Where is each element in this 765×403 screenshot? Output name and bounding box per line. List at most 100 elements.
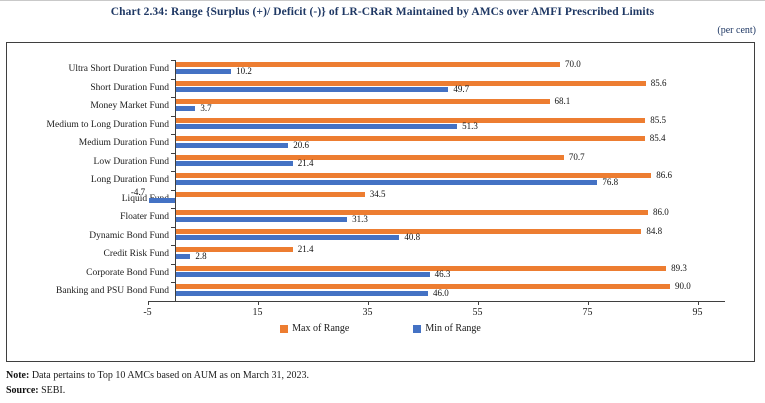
category-label: Low Duration Fund <box>93 156 169 167</box>
value-label: 85.6 <box>650 77 667 88</box>
y-axis-tick <box>171 60 175 61</box>
max-range-bar <box>175 99 550 105</box>
max-range-bar <box>175 117 646 123</box>
min-range-bar <box>175 179 598 185</box>
chart-legend: Max of Range Min of Range <box>7 323 754 334</box>
y-axis-tick <box>171 97 175 98</box>
value-label: 2.8 <box>195 250 207 261</box>
value-label: 76.8 <box>602 176 619 187</box>
chart-title: Chart 2.34: Range {Surplus (+)/ Deficit … <box>110 6 655 18</box>
x-axis-tick-label: 95 <box>692 306 703 318</box>
max-range-bar <box>175 284 670 290</box>
chart-plot: Ultra Short Duration Fund 70.0 10.2 Short D… <box>7 43 754 361</box>
chart-box: Ultra Short Duration Fund 70.0 10.2 Short D… <box>6 42 755 362</box>
category-label: Medium to Long Duration Fund <box>46 119 169 130</box>
max-range-bar <box>175 80 646 86</box>
value-label: 84.8 <box>646 225 663 236</box>
legend-item-min-of-range: Min of Range <box>413 323 481 334</box>
category-label: Medium Duration Fund <box>78 138 169 148</box>
value-label: 51.3 <box>462 121 478 132</box>
x-axis-tick-label: 35 <box>362 306 373 318</box>
value-label: 21.4 <box>297 244 314 255</box>
value-label: 70.0 <box>565 59 581 70</box>
value-label: 86.0 <box>653 207 669 218</box>
value-label: 20.6 <box>293 139 310 150</box>
y-axis-tick <box>171 263 175 265</box>
min-range-bar <box>175 161 293 167</box>
min-range-bar <box>175 235 400 241</box>
min-range-bar <box>175 87 449 93</box>
note-text: Data pertains to Top 10 AMCs based on AU… <box>29 370 309 381</box>
value-label: 89.3 <box>671 262 687 273</box>
x-axis-tick-label: -5 <box>143 306 152 318</box>
value-label: 70.7 <box>568 151 585 162</box>
min-range-bar <box>175 216 348 222</box>
category-label: Corporate Bond Fund <box>86 267 169 278</box>
category-label: Floater Fund <box>120 212 169 222</box>
min-range-bar <box>175 142 289 148</box>
category-label: Ultra Short Duration Fund <box>68 64 169 74</box>
x-axis-tick <box>257 300 259 305</box>
x-axis-tick-label: 55 <box>472 306 483 318</box>
x-axis-tick <box>587 300 589 305</box>
legend-label: Max of Range <box>292 323 350 334</box>
legend-swatch-icon <box>280 324 289 333</box>
category-label: Liquid Fund <box>121 193 169 204</box>
value-label: 68.1 <box>554 96 571 107</box>
x-axis-line <box>147 300 725 302</box>
value-label: 21.4 <box>297 158 314 169</box>
category-label: Short Duration Fund <box>90 82 169 93</box>
category-label: Dynamic Bond Fund <box>89 230 169 241</box>
min-range-bar <box>175 105 196 111</box>
y-axis-tick <box>171 152 175 154</box>
x-axis-tick <box>367 300 369 305</box>
value-label: -4.7 <box>130 187 146 198</box>
min-range-bar <box>175 253 191 259</box>
x-axis-tick-label: 15 <box>252 306 263 318</box>
value-label: 3.7 <box>200 102 212 113</box>
y-axis-line <box>175 60 176 301</box>
chart-note: Note: Data pertains to Top 10 AMCs based… <box>6 368 309 383</box>
legend-swatch-icon <box>413 324 422 333</box>
unit-label: (per cent) <box>717 25 756 36</box>
y-axis-tick <box>171 115 175 117</box>
value-label: 85.4 <box>649 133 666 144</box>
value-label: 46.3 <box>434 269 451 280</box>
legend-label: Min of Range <box>425 323 481 334</box>
y-axis-tick <box>171 282 175 283</box>
y-axis-tick <box>171 171 175 172</box>
y-axis-tick <box>171 226 175 228</box>
min-range-bar <box>175 290 428 296</box>
value-label: 85.5 <box>650 114 666 125</box>
max-range-bar <box>175 210 648 216</box>
x-axis-tick <box>147 300 149 305</box>
min-range-bar <box>149 198 175 204</box>
note-label: Note: <box>6 370 30 381</box>
category-label: Banking and PSU Bond Fund <box>56 286 169 296</box>
y-axis-tick <box>171 189 175 191</box>
value-label: 10.2 <box>236 65 252 76</box>
y-axis-tick <box>171 134 175 135</box>
value-label: 34.5 <box>369 188 386 199</box>
value-label: 49.7 <box>453 84 470 95</box>
max-range-bar <box>175 173 652 179</box>
min-range-bar <box>175 124 458 130</box>
y-axis-tick <box>171 78 175 80</box>
chart-footnotes: Note: Data pertains to Top 10 AMCs based… <box>6 368 309 398</box>
source-text: SEBI. <box>38 385 66 396</box>
min-range-bar <box>175 272 430 278</box>
value-label: 31.3 <box>352 213 368 224</box>
value-label: 86.6 <box>656 170 673 181</box>
top-divider <box>0 0 765 1</box>
max-range-bar <box>175 154 564 160</box>
max-range-bar <box>175 136 645 142</box>
max-range-bar <box>175 62 560 68</box>
max-range-bar <box>175 265 667 271</box>
y-axis-tick <box>171 245 175 246</box>
x-axis-tick-label: 75 <box>582 306 593 318</box>
max-range-bar <box>175 228 642 234</box>
max-range-bar <box>175 191 365 197</box>
source-label: Source: <box>6 385 39 396</box>
y-axis-tick <box>171 208 175 209</box>
legend-item-max-of-range: Max of Range <box>280 323 349 334</box>
